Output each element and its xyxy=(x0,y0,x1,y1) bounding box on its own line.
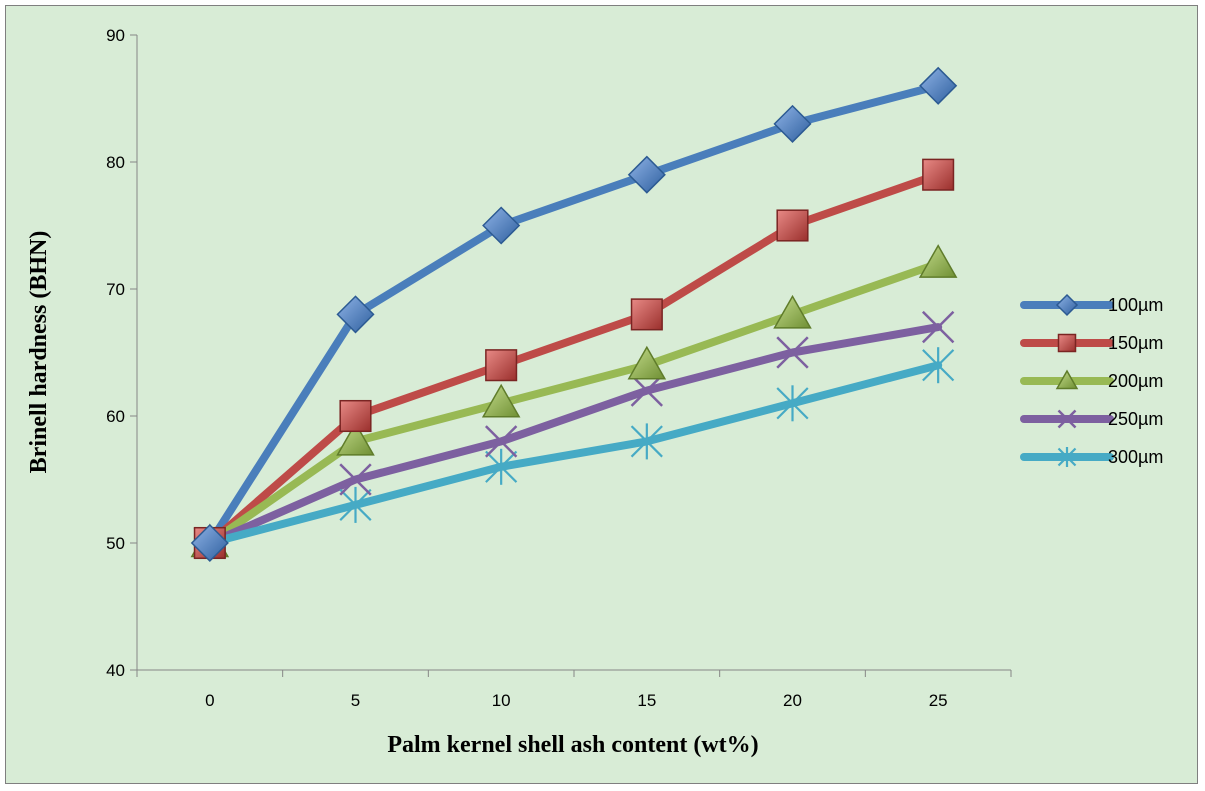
series-line-250m xyxy=(205,323,943,547)
data-point-100m xyxy=(773,104,812,143)
series-line-200m xyxy=(205,259,943,547)
y-tick-label: 40 xyxy=(106,661,125,680)
x-tick-label: 20 xyxy=(783,691,802,710)
legend-label: 100µm xyxy=(1108,295,1163,315)
data-point-300m xyxy=(339,486,372,523)
data-point-250m xyxy=(776,336,809,369)
series-line-100m xyxy=(205,81,943,547)
data-point-250m xyxy=(339,463,372,496)
y-tick-label: 70 xyxy=(106,280,125,299)
data-point-200m xyxy=(918,244,958,278)
x-tick-label: 0 xyxy=(205,691,214,710)
x-tick-label: 5 xyxy=(351,691,360,710)
data-point-150m xyxy=(776,209,809,242)
series-markers xyxy=(190,66,958,563)
legend-item-150m: 150µm xyxy=(1020,333,1163,353)
data-point-150m xyxy=(922,158,955,191)
x-axis-ticks: 0 5 10 15 20 25 xyxy=(136,670,1012,710)
data-point-150m xyxy=(630,298,663,331)
legend-item-200m: 200µm xyxy=(1020,369,1163,391)
y-tick-label: 90 xyxy=(106,26,125,45)
data-point-100m xyxy=(482,206,521,245)
legend-item-300m: 300µm xyxy=(1020,447,1163,467)
data-point-300m xyxy=(630,423,663,460)
data-point-250m xyxy=(484,425,518,458)
data-point-150m xyxy=(485,349,518,382)
legend-item-100m: 100µm xyxy=(1020,293,1163,317)
data-point-150m xyxy=(339,399,372,433)
data-point-100m xyxy=(190,523,229,563)
legend-marker xyxy=(1055,369,1079,390)
legend-marker xyxy=(1055,293,1079,317)
y-tick-label: 60 xyxy=(106,407,125,426)
legend-label: 200µm xyxy=(1108,371,1163,391)
legend-marker xyxy=(1057,333,1077,353)
x-axis-title: Palm kernel shell ash content (wt%) xyxy=(387,732,758,758)
x-tick-label: 10 xyxy=(492,691,511,710)
x-tick-label: 25 xyxy=(929,691,948,710)
y-tick-label: 80 xyxy=(106,153,125,172)
data-point-200m xyxy=(336,421,375,456)
chart-frame xyxy=(5,5,1198,784)
series-line-150m xyxy=(205,170,943,547)
x-tick-label: 15 xyxy=(637,691,656,710)
data-point-100m xyxy=(336,295,375,334)
data-point-200m xyxy=(481,383,521,418)
axes xyxy=(136,35,1011,671)
legend-item-250m: 250µm xyxy=(1020,409,1163,429)
legend-label: 300µm xyxy=(1108,447,1163,467)
series-lines xyxy=(205,81,943,547)
legend: 100µm 150µm 200µm 250µm 300µm xyxy=(1020,293,1163,467)
y-tick-label: 50 xyxy=(106,534,125,553)
series-line-300m xyxy=(205,361,943,547)
legend-marker xyxy=(1057,447,1077,467)
legend-label: 150µm xyxy=(1108,333,1163,353)
legend-marker xyxy=(1057,409,1077,429)
data-point-300m xyxy=(485,448,518,485)
legend-label: 250µm xyxy=(1108,409,1163,429)
data-point-300m xyxy=(776,385,809,422)
data-point-300m xyxy=(922,347,955,384)
data-point-100m xyxy=(627,155,666,194)
y-axis-title: Brinell hardness (BHN) xyxy=(26,231,52,474)
data-point-100m xyxy=(919,66,958,105)
data-point-250m xyxy=(921,310,955,344)
data-point-250m xyxy=(630,374,664,407)
data-point-200m xyxy=(627,345,667,380)
data-point-200m xyxy=(773,294,812,329)
y-axis-ticks: 40 50 60 70 80 90 xyxy=(106,26,137,680)
